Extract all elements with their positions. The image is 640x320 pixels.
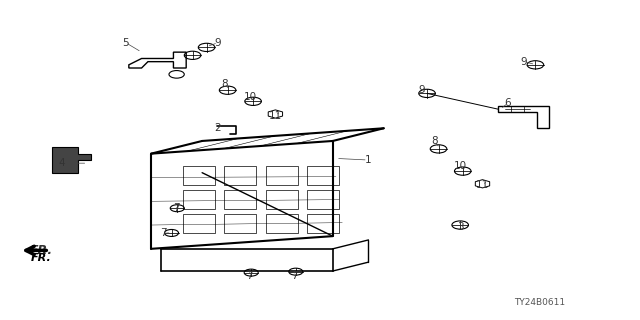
Bar: [266, 214, 298, 233]
Text: 7: 7: [173, 203, 180, 212]
Bar: [183, 214, 215, 233]
Text: 10: 10: [454, 161, 467, 171]
Text: 9: 9: [419, 85, 425, 95]
Bar: [225, 166, 256, 185]
Text: 9: 9: [215, 38, 221, 48]
Text: 11: 11: [269, 111, 282, 121]
Bar: [307, 166, 339, 185]
Polygon shape: [52, 147, 91, 173]
Text: 8: 8: [431, 136, 438, 146]
Text: FR.: FR.: [31, 253, 51, 263]
Text: 3: 3: [457, 222, 463, 232]
Bar: [266, 190, 298, 209]
Bar: [307, 190, 339, 209]
Bar: [183, 166, 215, 185]
Text: TY24B0611: TY24B0611: [515, 298, 565, 307]
Text: 7: 7: [161, 228, 167, 238]
Bar: [266, 166, 298, 185]
Text: 1: 1: [364, 155, 371, 165]
Text: 7: 7: [291, 271, 298, 281]
Text: 2: 2: [215, 123, 221, 133]
Text: 8: 8: [221, 79, 228, 89]
Text: FR.: FR.: [29, 244, 52, 257]
Text: 6: 6: [505, 98, 511, 108]
Bar: [307, 214, 339, 233]
Bar: [225, 214, 256, 233]
Text: 5: 5: [122, 38, 129, 48]
Bar: [225, 190, 256, 209]
Text: 9: 9: [520, 57, 527, 67]
Bar: [183, 190, 215, 209]
Text: 4: 4: [59, 158, 65, 168]
Text: 7: 7: [246, 271, 253, 281]
Text: 11: 11: [476, 180, 489, 190]
Text: 10: 10: [243, 92, 257, 101]
